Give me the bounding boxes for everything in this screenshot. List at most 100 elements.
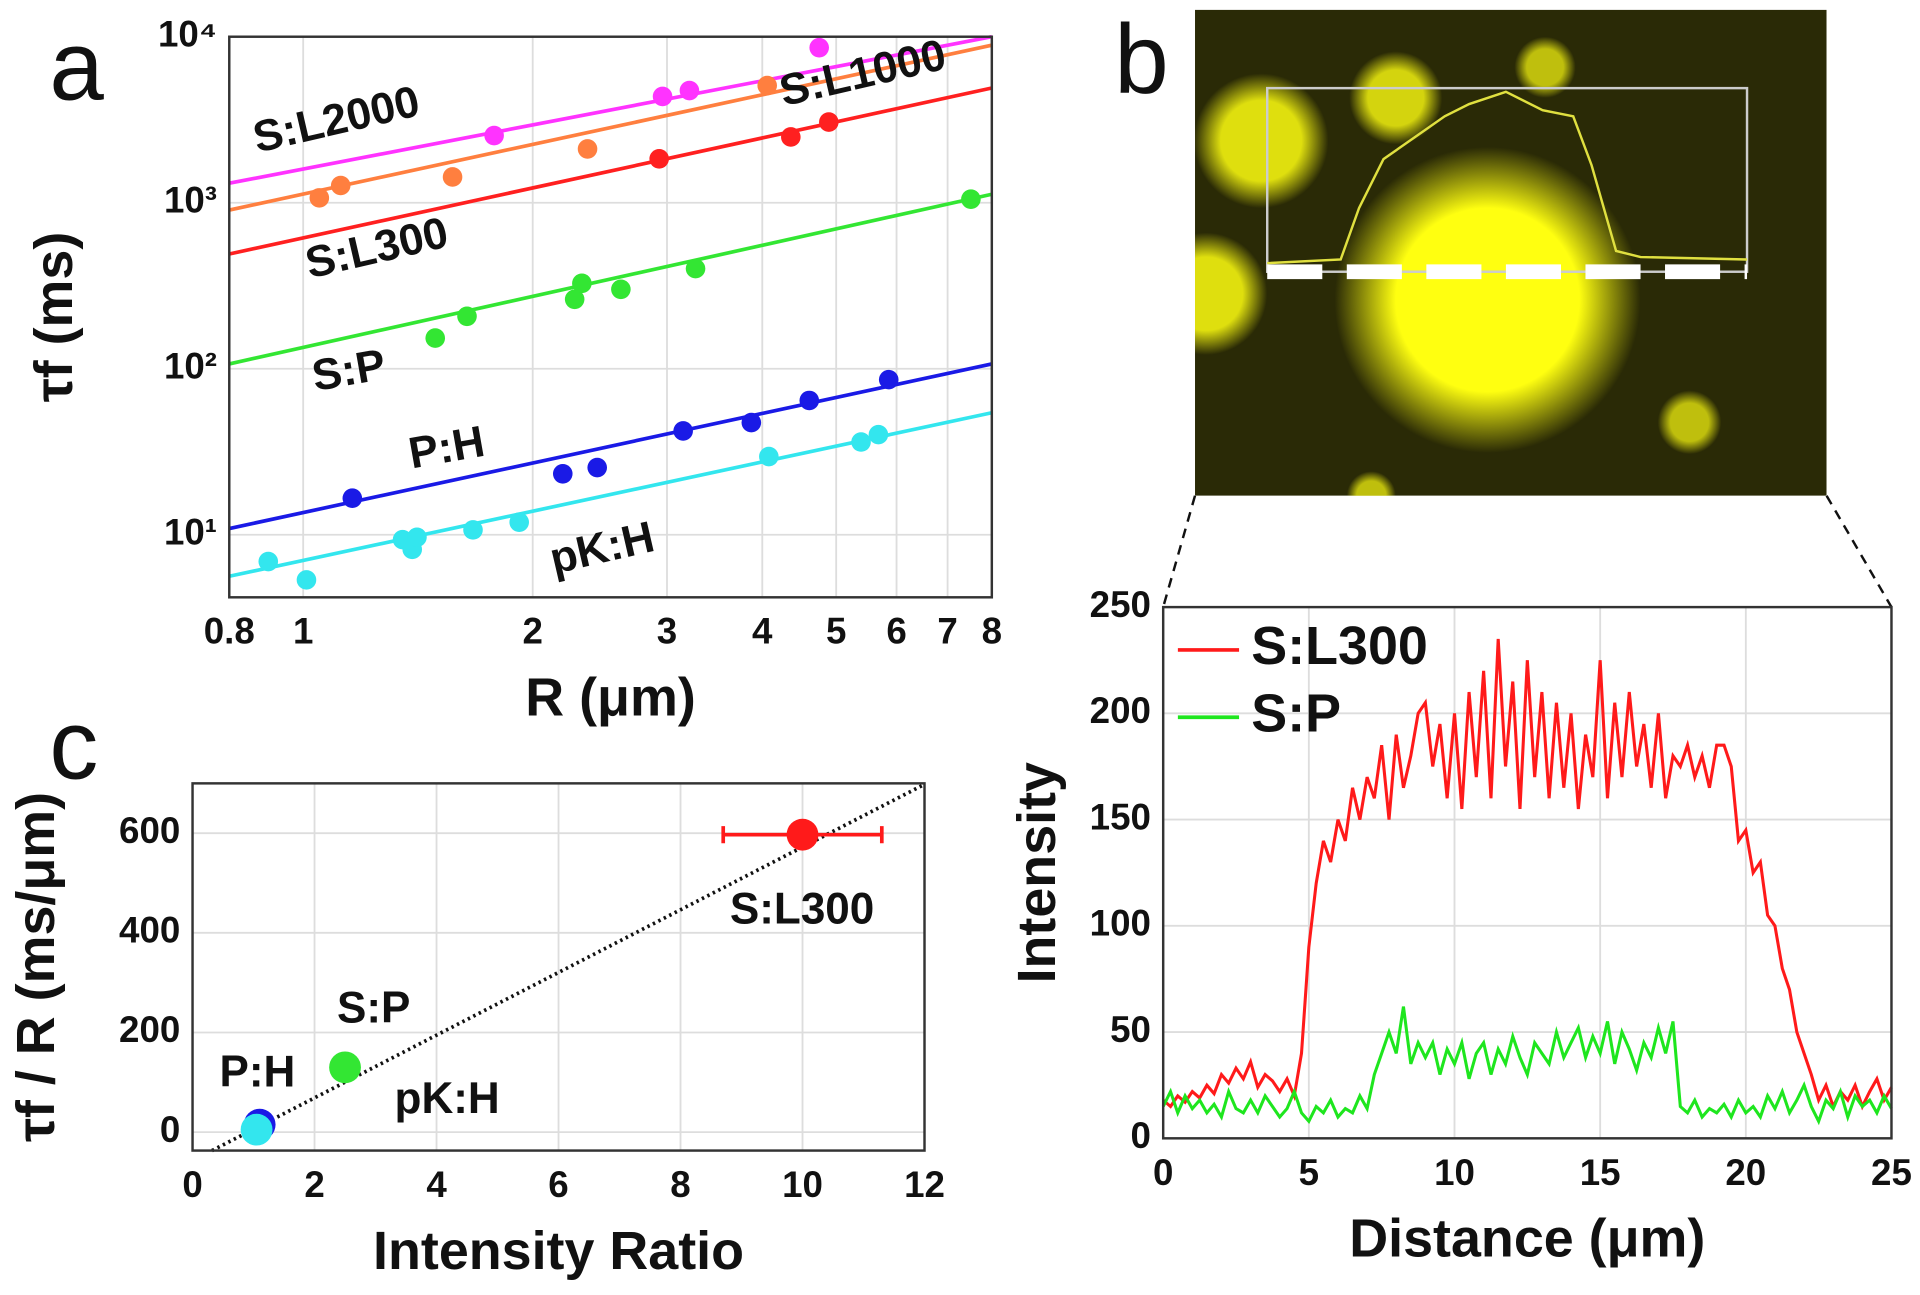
point (868, 424, 889, 445)
point (572, 273, 592, 294)
x-tick-label: 6 (548, 1164, 568, 1205)
y-tick-label: 10² (164, 345, 217, 386)
point (878, 369, 899, 390)
point (587, 457, 608, 478)
point (799, 390, 820, 411)
x-tick-label: 8 (982, 611, 1002, 652)
x-tick-label: 0 (1153, 1152, 1173, 1193)
x-tick-label: 1 (293, 611, 313, 652)
series-label: S:L300 (730, 885, 874, 934)
point (484, 125, 504, 146)
x-axis-label: Intensity Ratio (373, 1221, 744, 1281)
point (961, 189, 981, 210)
zoom-line (1825, 495, 1893, 608)
x-tick-label: 2 (523, 611, 543, 652)
point (786, 818, 819, 851)
x-tick-label: 5 (1299, 1152, 1319, 1193)
point (463, 520, 483, 540)
y-tick-label: 200 (119, 1009, 180, 1050)
point (552, 463, 573, 484)
point (577, 139, 598, 159)
y-tick-label: 250 (1090, 584, 1151, 625)
point (564, 289, 585, 310)
legend-label: S:L300 (1251, 616, 1428, 676)
point (240, 1113, 273, 1146)
line (1161, 1006, 1893, 1126)
x-tick-label: 8 (670, 1164, 690, 1205)
y-tick-label: 400 (119, 910, 180, 951)
y-tick-label: 10⁴ (158, 13, 217, 54)
y-tick-label: 600 (119, 810, 180, 851)
fit-line (228, 86, 993, 256)
point (309, 188, 330, 208)
point (296, 570, 317, 590)
point (652, 86, 673, 107)
x-tick-label: 10 (782, 1164, 823, 1205)
x-tick-label: 6 (886, 611, 906, 652)
x-tick-label: 4 (426, 1164, 447, 1205)
fit-line (228, 43, 993, 212)
point (258, 551, 279, 572)
y-axis-label: Intensity (1007, 762, 1067, 983)
point (759, 446, 779, 467)
point (741, 412, 762, 433)
x-tick-label: 10 (1434, 1152, 1475, 1193)
series-label: S:P (337, 984, 410, 1033)
x-tick-label: 3 (657, 611, 677, 652)
x-tick-label: 0 (182, 1164, 202, 1205)
y-axis-label: τf / R (ms/μm) (6, 792, 66, 1142)
y-tick-label: 50 (1110, 1009, 1151, 1050)
axes-frame (1161, 605, 1893, 1140)
y-axis-label: τf (ms) (24, 232, 84, 403)
x-axis-label: Distance (μm) (1349, 1209, 1705, 1269)
x-tick-label: 5 (826, 611, 846, 652)
y-tick-label: 100 (1090, 903, 1151, 944)
point (342, 488, 363, 509)
point (819, 112, 839, 132)
point (611, 279, 631, 300)
plot-area (1163, 607, 1892, 1139)
point (649, 148, 669, 169)
fit-line (228, 34, 993, 186)
panel-label: a (49, 10, 104, 120)
series-label: P:H (219, 1047, 295, 1096)
line (1162, 638, 1893, 1111)
x-tick-label: 4 (752, 611, 773, 652)
point (851, 432, 871, 452)
y-tick-label: 150 (1090, 796, 1151, 837)
point (329, 1051, 361, 1084)
point (407, 527, 427, 548)
point (685, 258, 706, 279)
point (425, 328, 446, 348)
point (809, 37, 829, 58)
y-tick-label: 0 (160, 1109, 180, 1150)
point (781, 127, 801, 147)
axes-frame (191, 782, 926, 1152)
x-tick-label: 7 (937, 611, 957, 652)
x-tick-label: 15 (1580, 1152, 1621, 1193)
zoom-line (1162, 495, 1197, 608)
legend-label: S:P (1251, 683, 1341, 743)
x-tick-label: 20 (1725, 1152, 1766, 1193)
fit-line (228, 192, 993, 366)
series-label: pK:H (395, 1074, 500, 1123)
x-tick-label: 2 (304, 1164, 324, 1205)
x-axis-label: R (μm) (525, 668, 696, 728)
point (679, 80, 700, 101)
x-tick-label: 12 (904, 1164, 945, 1205)
panel-label: b (1114, 4, 1168, 114)
x-tick-label: 25 (1871, 1152, 1912, 1193)
axes-frame (228, 35, 994, 599)
y-tick-label: 0 (1131, 1115, 1151, 1156)
micrograph (1195, 9, 1827, 496)
x-tick-label: 0.8 (204, 611, 255, 652)
point (673, 421, 693, 441)
point (330, 175, 351, 196)
point (509, 512, 529, 533)
y-tick-label: 10¹ (164, 511, 217, 552)
point (442, 167, 463, 187)
panel-label: c (49, 690, 98, 800)
point (757, 75, 777, 96)
y-tick-label: 10³ (164, 179, 217, 220)
